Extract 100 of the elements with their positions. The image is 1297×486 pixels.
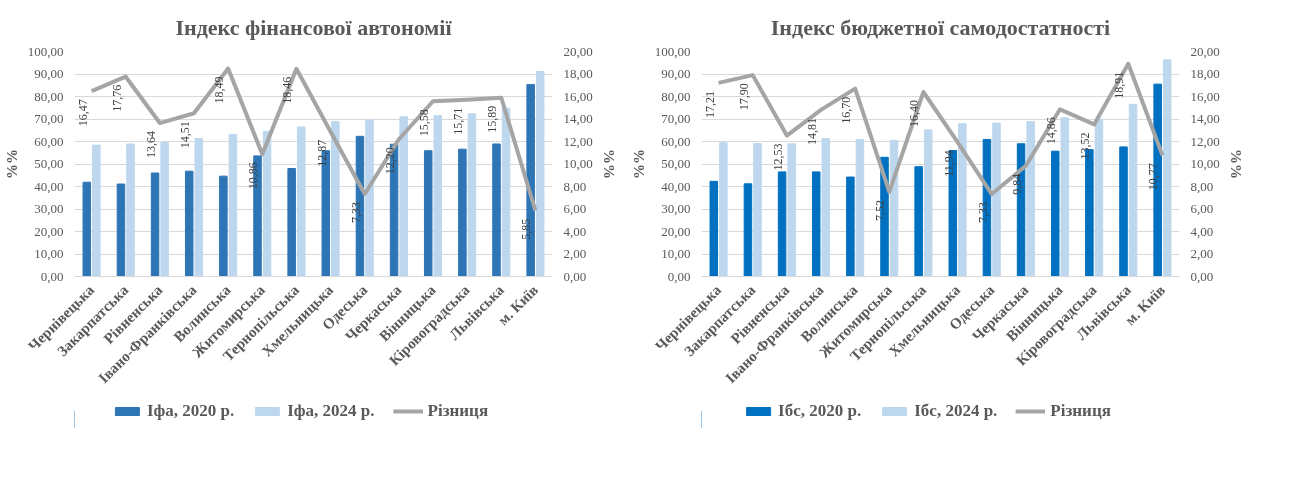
y-tick-label: 90,00 (661, 66, 691, 81)
y-tick-label: 50,00 (34, 156, 64, 171)
data-label: 15,89 (485, 105, 500, 133)
data-label: 17,76 (109, 84, 124, 112)
y2-tick-label: 6,00 (563, 201, 587, 216)
bar (777, 171, 787, 277)
y2-tick-label: 10,00 (1190, 156, 1220, 171)
bar (914, 166, 923, 277)
y2-tick-label: 14,00 (1190, 111, 1220, 126)
y2-tick-label: 0,00 (1190, 268, 1214, 284)
bar (709, 180, 719, 277)
bar (923, 129, 933, 277)
data-label: 10,86 (246, 162, 261, 190)
data-label: 12,20 (382, 147, 397, 175)
bar (228, 134, 238, 277)
data-label: 14,86 (1044, 117, 1058, 145)
y2-tick-label: 18,00 (563, 66, 593, 81)
bar (126, 143, 135, 277)
y2-tick-label: 12,00 (563, 133, 593, 149)
legend-label: Іфа, 2024 р. (287, 401, 375, 421)
bar (1050, 150, 1060, 277)
data-label: 17,21 (702, 90, 717, 118)
data-label: 15,58 (417, 109, 431, 137)
bar (399, 116, 408, 277)
data-label: 12,53 (770, 143, 785, 171)
y2-tick-label: 2,00 (563, 246, 587, 261)
y2-tick-label: 0,00 (563, 268, 587, 284)
data-label: 9,84 (1009, 173, 1024, 195)
bar (423, 150, 433, 277)
y-tick-label: 70,00 (34, 111, 64, 126)
bar (467, 113, 477, 277)
y-tick-label: 40,00 (661, 178, 691, 194)
bar (92, 144, 101, 277)
bar (331, 121, 340, 277)
bar (1094, 118, 1104, 277)
y-tick-label: 30,00 (34, 201, 64, 216)
bar (82, 181, 92, 277)
y2-tick-label: 14,00 (563, 111, 593, 126)
bar (1060, 117, 1070, 277)
data-label: 7,33 (348, 202, 363, 224)
y2-tick-label: 16,00 (563, 88, 593, 104)
data-label: 5,85 (519, 218, 534, 240)
y-tick-label: 10,00 (661, 246, 691, 261)
bar (492, 143, 501, 277)
y-tick-label: 10,00 (34, 246, 64, 261)
y2-tick-label: 8,00 (1190, 178, 1214, 194)
y-tick-label: 30,00 (661, 201, 691, 216)
data-label: 12,87 (314, 139, 329, 167)
bar (821, 138, 831, 277)
bar (1119, 146, 1128, 277)
y-axis-title: %% (630, 149, 647, 179)
bar (535, 71, 545, 277)
data-label: 16,47 (75, 99, 90, 127)
data-label: 16,40 (907, 100, 922, 127)
y-tick-label: 20,00 (34, 223, 64, 239)
data-label: 7,33 (975, 202, 990, 224)
legend-label: Ібс, 2020 р. (778, 401, 862, 421)
bar (287, 168, 296, 277)
bar (365, 119, 374, 277)
bar (116, 183, 126, 277)
y2-tick-label: 6,00 (1190, 201, 1214, 216)
y-tick-label: 80,00 (661, 88, 691, 104)
data-label: 11,94 (941, 150, 956, 177)
y-tick-label: 40,00 (34, 178, 64, 194)
bar (743, 183, 753, 277)
data-label: 13,52 (1078, 132, 1093, 160)
y2-tick-label: 2,00 (1190, 246, 1214, 261)
y-tick-label: 0,00 (40, 268, 64, 284)
data-label: 16,70 (839, 96, 854, 124)
bar (433, 115, 443, 277)
bar (787, 143, 796, 277)
y-tick-label: 70,00 (661, 111, 691, 126)
y-tick-label: 20,00 (661, 223, 691, 239)
bar (846, 176, 855, 277)
bar (160, 141, 169, 277)
y-tick-label: 50,00 (661, 156, 691, 171)
data-label: 18,91 (1112, 71, 1127, 99)
bar (150, 172, 160, 277)
y-tick-label: 60,00 (661, 133, 691, 149)
legend-label: Різниця (427, 401, 489, 421)
line-series (716, 61, 1165, 197)
data-label: 18,46 (280, 76, 295, 104)
bar (958, 123, 967, 277)
bar (1128, 103, 1138, 277)
y-tick-label: 100,00 (27, 43, 64, 59)
y-tick-label: 80,00 (34, 88, 64, 104)
bar (1026, 121, 1035, 277)
bar (458, 148, 467, 277)
bar (855, 138, 865, 277)
y2-tick-label: 20,00 (1190, 43, 1220, 59)
y2-tick-label: 18,00 (1190, 66, 1220, 81)
bar (753, 143, 762, 277)
data-label: 15,71 (451, 107, 466, 135)
y2-tick-label: 12,00 (1190, 133, 1220, 149)
y-tick-label: 0,00 (667, 268, 691, 284)
y2-axis-title: %% (1227, 149, 1244, 179)
y2-tick-label: 16,00 (1190, 88, 1220, 104)
bar (992, 122, 1001, 277)
bar (719, 142, 728, 277)
bar (1162, 59, 1172, 277)
